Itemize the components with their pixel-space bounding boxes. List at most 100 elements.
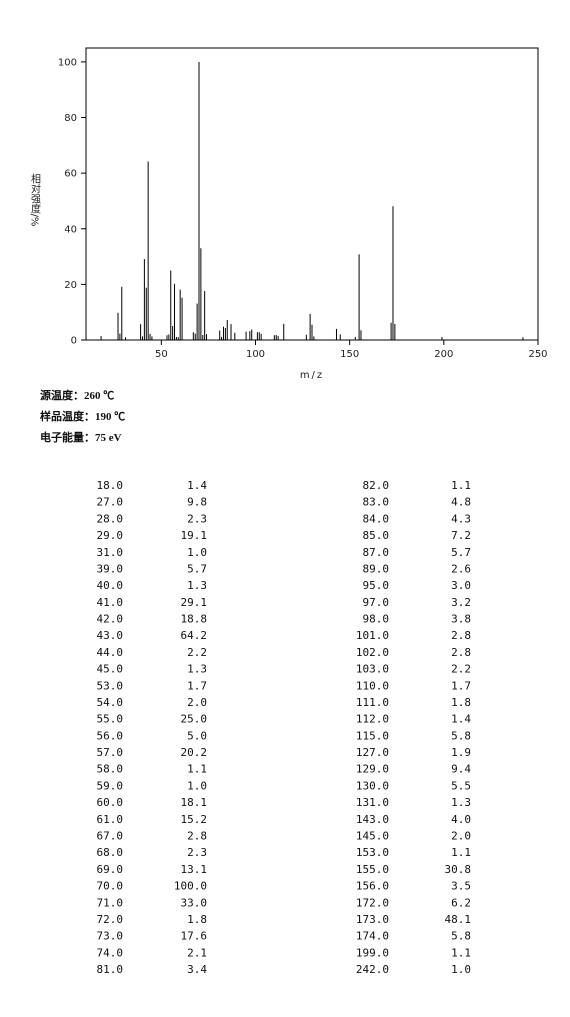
table-cell: 5.7 xyxy=(187,562,207,575)
table-cell: 43.0 xyxy=(97,629,124,642)
x-tick-label: 100 xyxy=(246,349,265,360)
table-cell: 1.3 xyxy=(451,796,471,809)
table-cell: 72.0 xyxy=(97,913,124,926)
table-cell: 9.8 xyxy=(187,496,207,509)
table-cell: 2.3 xyxy=(187,512,207,525)
table-cell: 84.0 xyxy=(363,512,390,525)
table-cell: 173.0 xyxy=(356,913,389,926)
table-cell: 59.0 xyxy=(97,779,124,792)
table-cell: 30.8 xyxy=(445,863,472,876)
table-cell: 42.0 xyxy=(97,613,124,626)
table-cell: 39.0 xyxy=(97,562,124,575)
table-cell: 2.0 xyxy=(187,696,207,709)
table-cell: 1.3 xyxy=(187,663,207,676)
table-cell: 18.0 xyxy=(97,479,124,492)
table-cell: 129.0 xyxy=(356,763,389,776)
table-cell: 33.0 xyxy=(181,896,208,909)
table-cell: 55.0 xyxy=(97,713,124,726)
table-cell: 87.0 xyxy=(363,546,390,559)
table-cell: 2.8 xyxy=(451,646,471,659)
table-cell: 31.0 xyxy=(97,546,124,559)
table-cell: 2.6 xyxy=(451,562,471,575)
table-cell: 58.0 xyxy=(97,763,124,776)
table-cell: 2.8 xyxy=(187,829,207,842)
table-cell: 64.2 xyxy=(181,629,208,642)
y-tick-label: 60 xyxy=(64,169,77,180)
table-cell: 1.0 xyxy=(187,546,207,559)
table-cell: 1.0 xyxy=(187,779,207,792)
table-cell: 54.0 xyxy=(97,696,124,709)
table-cell: 45.0 xyxy=(97,663,124,676)
table-cell: 130.0 xyxy=(356,779,389,792)
table-cell: 97.0 xyxy=(363,596,390,609)
table-cell: 3.8 xyxy=(451,613,471,626)
condition: 源温度：260 ℃ xyxy=(40,388,114,402)
table-cell: 131.0 xyxy=(356,796,389,809)
table-cell: 44.0 xyxy=(97,646,124,659)
table-cell: 25.0 xyxy=(181,713,208,726)
table-cell: 1.1 xyxy=(187,763,207,776)
table-cell: 82.0 xyxy=(363,479,390,492)
table-cell: 153.0 xyxy=(356,846,389,859)
table-cell: 83.0 xyxy=(363,496,390,509)
table-cell: 7.2 xyxy=(451,529,471,542)
table-cell: 53.0 xyxy=(97,679,124,692)
table-cell: 111.0 xyxy=(356,696,389,709)
table-cell: 3.0 xyxy=(451,579,471,592)
table-cell: 3.2 xyxy=(451,596,471,609)
table-cell: 2.2 xyxy=(187,646,207,659)
table-cell: 145.0 xyxy=(356,829,389,842)
table-cell: 98.0 xyxy=(363,613,390,626)
table-cell: 27.0 xyxy=(97,496,124,509)
table-cell: 41.0 xyxy=(97,596,124,609)
table-cell: 1.8 xyxy=(451,696,471,709)
table-cell: 60.0 xyxy=(97,796,124,809)
table-cell: 81.0 xyxy=(97,963,124,976)
table-cell: 102.0 xyxy=(356,646,389,659)
table-cell: 1.1 xyxy=(451,846,471,859)
table-cell: 1.1 xyxy=(451,946,471,959)
table-cell: 143.0 xyxy=(356,813,389,826)
table-cell: 1.0 xyxy=(451,963,471,976)
table-cell: 155.0 xyxy=(356,863,389,876)
table-cell: 1.4 xyxy=(451,713,471,726)
table-cell: 70.0 xyxy=(97,880,124,893)
table-cell: 5.0 xyxy=(187,729,207,742)
table-cell: 5.7 xyxy=(451,546,471,559)
table-cell: 156.0 xyxy=(356,880,389,893)
table-cell: 69.0 xyxy=(97,863,124,876)
table-cell: 20.2 xyxy=(181,746,208,759)
table-cell: 95.0 xyxy=(363,579,390,592)
table-cell: 2.2 xyxy=(451,663,471,676)
table-cell: 61.0 xyxy=(97,813,124,826)
table-cell: 174.0 xyxy=(356,930,389,943)
y-tick-label: 80 xyxy=(64,113,77,124)
table-cell: 1.3 xyxy=(187,579,207,592)
table-cell: 1.7 xyxy=(187,679,207,692)
table-cell: 242.0 xyxy=(356,963,389,976)
x-tick-label: 250 xyxy=(528,349,547,360)
table-cell: 57.0 xyxy=(97,746,124,759)
table-cell: 2.3 xyxy=(187,846,207,859)
table-cell: 6.2 xyxy=(451,896,471,909)
y-tick-label: 0 xyxy=(71,336,77,347)
table-cell: 110.0 xyxy=(356,679,389,692)
table-cell: 71.0 xyxy=(97,896,124,909)
table-cell: 74.0 xyxy=(97,946,124,959)
table-cell: 3.4 xyxy=(187,963,207,976)
table-cell: 19.1 xyxy=(181,529,208,542)
table-cell: 199.0 xyxy=(356,946,389,959)
table-cell: 15.2 xyxy=(181,813,208,826)
table-cell: 9.4 xyxy=(451,763,471,776)
table-cell: 4.0 xyxy=(451,813,471,826)
table-cell: 1.4 xyxy=(187,479,207,492)
y-tick-label: 20 xyxy=(64,280,77,291)
table-cell: 13.1 xyxy=(181,863,208,876)
table-cell: 115.0 xyxy=(356,729,389,742)
x-tick-label: 50 xyxy=(155,349,168,360)
x-tick-label: 200 xyxy=(434,349,453,360)
condition: 电子能量：75 eV xyxy=(40,430,122,444)
table-cell: 1.1 xyxy=(451,479,471,492)
